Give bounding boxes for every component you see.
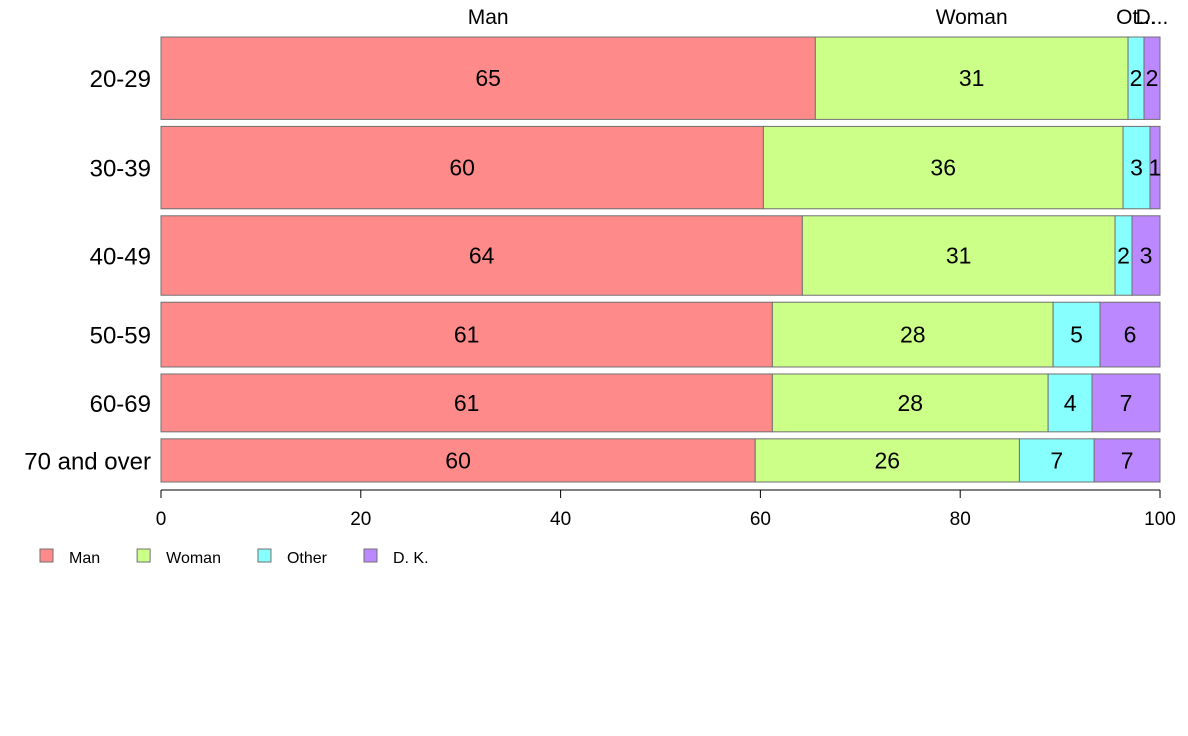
data-label: 28 <box>900 322 926 348</box>
legend: Man Woman Other D. K. <box>39 548 429 567</box>
bar-segment-d-k-20-29 <box>1143 36 1161 120</box>
x-tick-label: 0 <box>156 509 167 530</box>
legend-swatch <box>363 548 378 563</box>
bar-segment-man-70-and-over <box>160 438 756 483</box>
x-tick-label: 100 <box>1144 509 1176 530</box>
bars: 65 31 2 260 36 3 164 31 2 361 28 5 661 28 4 760 26 7 7 <box>160 36 1162 483</box>
top-label-d-k: D... <box>1136 6 1169 29</box>
data-label: 7 <box>1121 447 1134 473</box>
legend-item-other: Other <box>257 548 328 567</box>
bar-segment-d-k-50-59 <box>1099 301 1161 368</box>
legend-item-woman: Woman <box>136 548 221 567</box>
top-label-man: Man <box>468 6 509 29</box>
x-axis: 0 20 40 60 80 100 <box>156 489 1176 530</box>
bar-segment-d-k-60-69 <box>1091 373 1161 433</box>
y-tick-label: 30-39 <box>90 156 151 183</box>
bar-segment-other-70-and-over <box>1018 438 1095 483</box>
bar-row-60-69: 61 28 4 7 <box>160 373 1161 433</box>
top-label-woman: Woman <box>936 6 1008 29</box>
data-label: 7 <box>1050 447 1063 473</box>
y-axis: 20-29 30-39 40-49 50-59 60-69 70 and over <box>24 66 151 475</box>
y-tick-label: 50-59 <box>90 323 151 350</box>
data-label: 36 <box>930 155 956 181</box>
bar-segment-man-30-39 <box>160 125 764 210</box>
data-label: 61 <box>454 322 480 348</box>
bar-row-50-59: 61 28 5 6 <box>160 301 1161 368</box>
data-label: 2 <box>1117 243 1130 269</box>
x-tick-label: 60 <box>750 509 771 530</box>
bar-segment-man-60-69 <box>160 373 773 433</box>
y-tick-label: 40-49 <box>90 244 151 271</box>
bar-segment-woman-70-and-over <box>754 438 1020 483</box>
legend-swatch <box>136 548 151 563</box>
data-label: 60 <box>449 155 475 181</box>
y-tick-label: 60-69 <box>90 391 151 418</box>
data-label: 64 <box>469 243 495 269</box>
data-label: 26 <box>875 447 901 473</box>
data-label: 2 <box>1146 65 1159 91</box>
legend-label: Man <box>69 550 100 567</box>
bar-segment-d-k-30-39 <box>1149 125 1161 210</box>
data-label: 60 <box>445 447 471 473</box>
data-label: 5 <box>1070 322 1083 348</box>
x-tick-label: 20 <box>350 509 371 530</box>
bar-row-40-49: 64 31 2 3 <box>160 215 1161 296</box>
y-tick-label: 20-29 <box>90 66 151 93</box>
x-tick-label: 40 <box>550 509 571 530</box>
bar-segment-other-60-69 <box>1047 373 1093 433</box>
data-label: 61 <box>454 390 480 416</box>
data-label: 3 <box>1140 243 1153 269</box>
data-label: 28 <box>897 390 923 416</box>
data-label: 31 <box>946 243 972 269</box>
legend-label: Woman <box>166 550 221 567</box>
bar-segment-other-50-59 <box>1052 301 1101 368</box>
bar-segment-woman-30-39 <box>762 125 1124 210</box>
top-label-other: Ot... <box>1116 6 1156 29</box>
y-tick-label: 70 and over <box>24 448 151 475</box>
legend-item-d-k: D. K. <box>363 548 429 567</box>
bar-segment-woman-20-29 <box>814 36 1129 120</box>
bar-segment-d-k-70-and-over <box>1093 438 1161 483</box>
data-label: 7 <box>1120 390 1133 416</box>
data-label: 1 <box>1149 155 1162 181</box>
bar-row-70-and-over: 60 26 7 7 <box>160 438 1161 483</box>
x-tick-label: 80 <box>950 509 971 530</box>
bar-segment-woman-50-59 <box>771 301 1054 368</box>
bar-segment-other-30-39 <box>1122 125 1151 210</box>
bar-segment-man-40-49 <box>160 215 803 296</box>
data-label: 2 <box>1130 65 1143 91</box>
bar-row-30-39: 60 36 3 1 <box>160 125 1162 210</box>
legend-swatch <box>39 548 54 563</box>
legend-swatch <box>257 548 272 563</box>
top-labels: Man Woman Ot...D... <box>468 6 1169 29</box>
legend-label: D. K. <box>393 550 429 567</box>
data-label: 3 <box>1130 155 1143 181</box>
data-label: 65 <box>475 65 501 91</box>
bar-segment-woman-60-69 <box>771 373 1049 433</box>
data-label: 31 <box>959 65 985 91</box>
bar-row-20-29: 65 31 2 2 <box>160 36 1161 120</box>
bar-segment-d-k-40-49 <box>1131 215 1161 296</box>
data-label: 6 <box>1124 322 1137 348</box>
legend-label: Other <box>287 550 328 567</box>
data-label: 4 <box>1064 390 1077 416</box>
legend-item-man: Man <box>39 548 100 567</box>
